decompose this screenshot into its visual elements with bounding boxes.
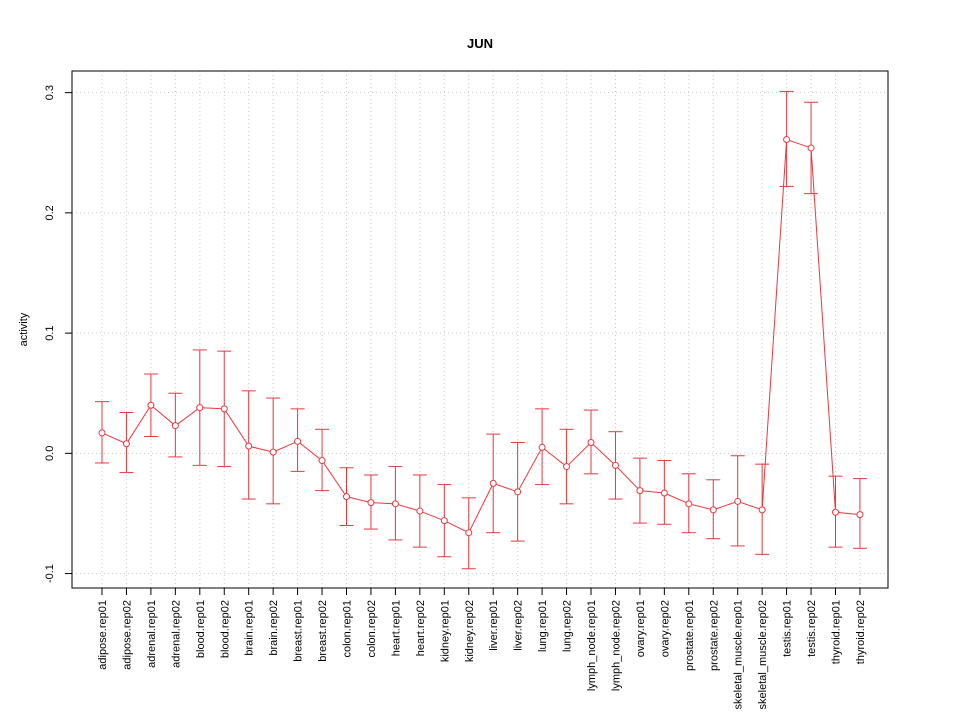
x-tick-label: heart.rep01: [390, 600, 402, 656]
data-point: [171, 422, 179, 430]
data-point: [538, 443, 546, 451]
x-tick-label: brain.rep01: [244, 600, 256, 656]
x-tick-label: liver.rep01: [488, 600, 500, 651]
y-axis: -0.1 0.0 0.1 0.2 0.3: [44, 85, 72, 583]
x-tick-label: thyroid.rep02: [855, 600, 867, 664]
x-tick-label: adipose.rep02: [121, 600, 133, 670]
data-point: [294, 437, 302, 445]
y-tick-label: 0.0: [44, 446, 56, 461]
data-point: [514, 488, 522, 496]
x-tick-label: ovary.rep01: [635, 600, 647, 657]
x-tick-label: skeletal_muscle.rep01: [733, 600, 745, 709]
data-point: [98, 429, 106, 437]
x-axis: adipose.rep01 adipose.rep02 adrenal.rep01 a…: [97, 587, 867, 709]
x-tick-label: lymph_node.rep01: [586, 600, 598, 691]
data-point: [856, 511, 864, 519]
data-point: [416, 507, 424, 515]
x-tick-label: prostate.rep01: [684, 600, 696, 671]
data-point: [465, 529, 473, 537]
data-point: [807, 144, 815, 152]
x-tick-label: brain.rep02: [268, 600, 280, 656]
data-point: [636, 487, 644, 495]
data-point: [734, 497, 742, 505]
x-tick-label: lung.rep01: [537, 600, 549, 652]
series-line: [101, 138, 860, 534]
data-point: [709, 506, 717, 514]
y-tick-label: 0.1: [44, 325, 56, 340]
data-point: [245, 442, 253, 450]
x-tick-label: lung.rep02: [562, 600, 574, 652]
x-tick-label: kidney.rep02: [464, 600, 476, 662]
x-tick-label: skeletal_muscle.rep02: [757, 600, 769, 709]
y-tick-label: -0.1: [44, 564, 56, 583]
x-tick-label: ovary.rep02: [659, 600, 671, 657]
data-point: [440, 517, 448, 525]
chart-title: JUN: [467, 36, 493, 51]
x-tick-label: thyroid.rep01: [831, 600, 843, 664]
x-tick-label: colon.rep01: [342, 600, 354, 658]
data-point: [391, 500, 399, 508]
x-tick-label: blood.rep01: [195, 600, 207, 658]
data-point: [783, 136, 791, 144]
y-axis-label: activity: [18, 312, 30, 346]
x-tick-label: breast.rep02: [317, 600, 329, 662]
y-tick-label: 0.3: [44, 85, 56, 100]
x-tick-label: breast.rep01: [293, 600, 305, 662]
x-tick-label: lymph_node.rep02: [610, 600, 622, 691]
data-point: [685, 500, 693, 508]
data-point: [660, 489, 668, 497]
x-tick-label: testis.rep02: [806, 600, 818, 657]
data-point: [196, 404, 204, 412]
data-point: [122, 440, 130, 448]
grid: [72, 71, 888, 588]
x-tick-label: kidney.rep01: [439, 600, 451, 662]
data-point: [587, 439, 595, 447]
data-point: [832, 508, 839, 516]
x-tick-label: heart.rep02: [415, 600, 427, 656]
x-tick-label: testis.rep01: [782, 600, 794, 657]
data-point: [147, 401, 155, 409]
data-point: [563, 463, 571, 471]
x-tick-label: adipose.rep01: [97, 600, 109, 670]
series-jun: [95, 90, 867, 570]
data-point: [318, 457, 326, 465]
x-tick-label: adrenal.rep02: [170, 600, 182, 668]
data-point: [367, 499, 375, 507]
x-tick-label: blood.rep02: [219, 600, 231, 658]
x-tick-label: liver.rep02: [513, 600, 525, 651]
x-tick-label: colon.rep02: [366, 600, 378, 658]
y-tick-label: 0.2: [44, 205, 56, 220]
x-tick-label: adrenal.rep01: [146, 600, 158, 668]
data-point: [269, 448, 277, 456]
data-point: [343, 493, 350, 501]
data-point: [489, 479, 497, 487]
data-point: [611, 461, 619, 469]
x-tick-label: prostate.rep02: [708, 600, 720, 671]
data-point: [758, 506, 766, 514]
data-point: [220, 405, 228, 413]
